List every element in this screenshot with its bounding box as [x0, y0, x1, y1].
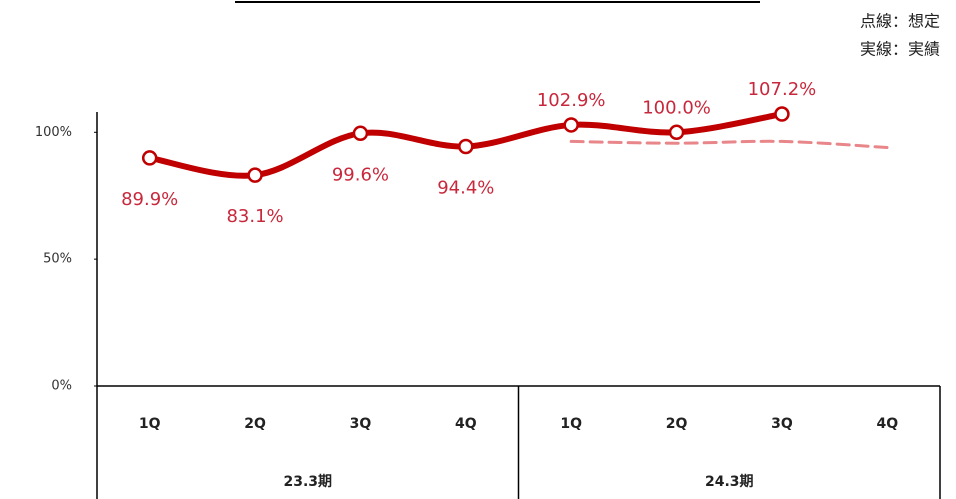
group-label: 24.3期 — [705, 474, 754, 490]
value-label: 99.6% — [332, 164, 389, 185]
group-label: 23.3期 — [283, 474, 332, 490]
x-tick-label: 1Q — [139, 416, 161, 432]
x-tick-label: 2Q — [666, 416, 688, 432]
y-tick-label: 0% — [51, 379, 72, 394]
value-label: 102.9% — [537, 90, 606, 111]
value-label: 107.2% — [748, 79, 817, 100]
line-dashed — [569, 139, 889, 150]
x-tick-label: 4Q — [455, 416, 477, 432]
x-tick-label: 3Q — [350, 416, 372, 432]
value-label: 89.9% — [121, 189, 178, 210]
point — [563, 117, 579, 133]
point — [141, 150, 158, 166]
y-tick-label: 100% — [35, 125, 72, 140]
value-label: 83.1% — [226, 206, 283, 227]
point — [458, 138, 474, 155]
value-label: 100.0% — [642, 97, 711, 118]
point — [352, 125, 369, 142]
point — [774, 106, 790, 122]
point — [668, 124, 685, 141]
x-tick-label: 4Q — [876, 416, 898, 432]
x-tick-label: 1Q — [560, 416, 582, 432]
y-tick-label: 50% — [43, 252, 72, 267]
x-tick-label: 2Q — [244, 416, 266, 432]
point — [247, 167, 263, 183]
value-label: 94.4% — [437, 178, 494, 199]
x-tick-label: 3Q — [771, 416, 793, 432]
legend-dashed: 点線：想定 — [860, 12, 940, 31]
legend-solid: 実線：実績 — [860, 40, 940, 59]
